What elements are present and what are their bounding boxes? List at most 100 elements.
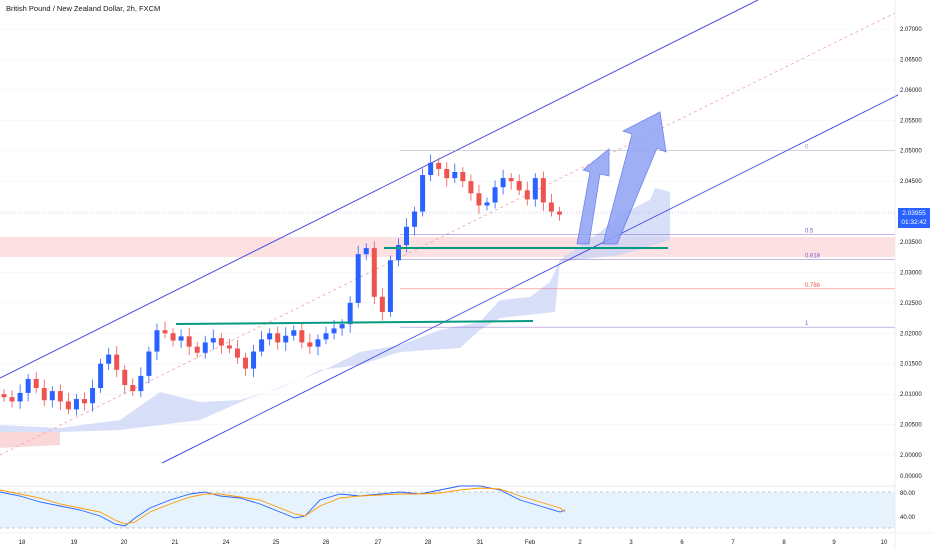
price-tick-label: 2.06500 xyxy=(900,57,922,63)
candle-body xyxy=(412,211,418,227)
candle-body xyxy=(186,336,192,347)
candle-body xyxy=(492,187,498,203)
time-tick-label: 27 xyxy=(375,540,382,546)
candle-body xyxy=(57,391,63,402)
candle-body xyxy=(65,401,71,410)
candle-body xyxy=(259,339,265,352)
candle-body xyxy=(524,190,530,200)
candle-body xyxy=(162,330,168,334)
candle-body xyxy=(436,162,442,169)
candle-body xyxy=(234,348,240,358)
candle-body xyxy=(73,399,79,410)
candle-body xyxy=(468,181,474,194)
time-tick-label: 31 xyxy=(477,540,484,546)
oscillator-k-line xyxy=(0,485,566,527)
candle-body xyxy=(154,330,160,352)
channel-upper-line[interactable] xyxy=(0,0,759,379)
time-tick-label: 10 xyxy=(881,540,888,546)
time-tick-label: 9 xyxy=(832,540,836,546)
candle-body xyxy=(291,330,297,336)
candle-body xyxy=(452,172,458,179)
candle-body xyxy=(130,385,136,392)
candle-body xyxy=(347,302,353,325)
candle-body xyxy=(49,391,55,401)
oscillator-axis: 80.00 40.00 xyxy=(900,491,916,521)
candle-body xyxy=(114,354,120,370)
candle-body xyxy=(146,351,152,376)
price-tick-label: 2.07000 xyxy=(900,27,922,33)
fib-level-label: 0.5 xyxy=(805,229,814,235)
cloud-lower-red xyxy=(0,432,60,448)
candle-body xyxy=(444,168,450,179)
candle-body xyxy=(33,378,39,389)
candle-body xyxy=(251,351,257,369)
oscillator-tick-label: 40.00 xyxy=(900,515,916,521)
candle-body xyxy=(82,399,87,404)
current-price-value: 2.03955 xyxy=(902,210,926,217)
time-tick-label: 7 xyxy=(731,540,735,546)
channel-mid-dashed-line xyxy=(0,12,896,456)
candle-body xyxy=(267,333,273,340)
candle-body xyxy=(331,328,337,334)
candle-body xyxy=(283,335,289,343)
time-tick-label: 20 xyxy=(121,540,128,546)
candle-body xyxy=(210,338,216,343)
candle-body xyxy=(355,254,361,303)
candle-body xyxy=(323,333,329,340)
candle-body xyxy=(387,260,393,312)
price-tick-label: 2.00000 xyxy=(900,453,922,459)
channel-lower-line[interactable] xyxy=(161,94,899,464)
arrow-up-left-icon[interactable] xyxy=(576,148,610,245)
support-green-line-lower[interactable] xyxy=(175,320,534,325)
candle-body xyxy=(532,178,538,200)
candle-body xyxy=(460,172,466,182)
oscillator-band xyxy=(0,492,895,528)
price-tick-label: 2.05500 xyxy=(900,118,922,124)
candle-body xyxy=(315,339,321,347)
price-axis[interactable]: 2.07000 2.06500 2.06000 2.05500 2.05000 2.045… xyxy=(900,27,922,480)
candle-body xyxy=(170,333,176,341)
candle-body xyxy=(138,375,144,392)
time-tick-label: 25 xyxy=(273,540,280,546)
candle-body xyxy=(484,202,490,206)
time-tick-label: 18 xyxy=(19,540,26,546)
time-tick-label: 8 xyxy=(782,540,786,546)
price-tick-label: 0.00000 xyxy=(900,474,922,480)
candle-body xyxy=(226,345,232,349)
time-tick-label: 19 xyxy=(71,540,78,546)
candle-body xyxy=(379,296,385,312)
fib-level-label: 0.786 xyxy=(805,283,821,289)
candle-body xyxy=(540,178,546,203)
price-tick-label: 2.00500 xyxy=(900,423,922,429)
candle-body xyxy=(218,338,224,346)
fib-level-label: 0.618 xyxy=(805,254,821,260)
time-axis[interactable]: 18 19 20 21 24 25 26 27 28 31 Feb 2 3 6 7 8 9 10 xyxy=(19,540,888,546)
candle-body xyxy=(194,346,200,353)
price-tick-label: 2.01000 xyxy=(900,392,922,398)
fib-level-label: 1 xyxy=(805,321,809,327)
oscillator-d-line xyxy=(0,487,566,525)
candle-body xyxy=(395,245,401,261)
candle-body xyxy=(299,330,305,343)
price-tick-label: 2.05000 xyxy=(900,149,922,155)
ichimoku-cloud xyxy=(0,188,670,432)
candle-body xyxy=(516,181,522,191)
arrow-up-right-icon[interactable] xyxy=(602,111,667,245)
candle-body xyxy=(500,178,506,188)
price-tick-label: 2.03500 xyxy=(900,240,922,246)
chart-title: British Pound / New Zealand Dollar, 2h, … xyxy=(6,4,161,13)
candle-body xyxy=(508,178,514,182)
price-tick-label: 2.01500 xyxy=(900,362,922,368)
candle-body xyxy=(371,248,377,297)
candlestick-series xyxy=(1,154,562,416)
candle-body xyxy=(420,175,426,212)
time-tick-label: 6 xyxy=(680,540,684,546)
candle-body xyxy=(307,342,313,347)
candle-body xyxy=(1,394,7,398)
candle-body xyxy=(275,333,281,343)
current-price-tag: 2.03955 01:32:42 xyxy=(898,208,930,228)
candle-body xyxy=(428,162,434,176)
candle-body xyxy=(548,202,554,212)
candle-body xyxy=(98,363,104,389)
